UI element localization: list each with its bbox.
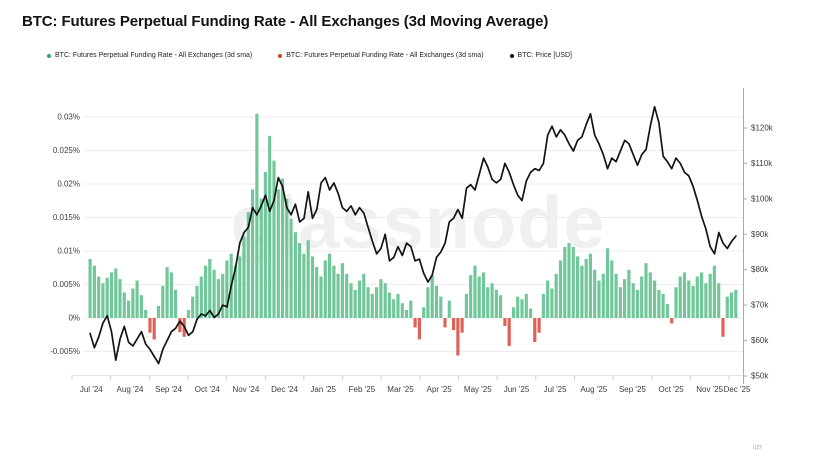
svg-text:Aug '25: Aug '25 (580, 385, 607, 394)
svg-text:Jul '24: Jul '24 (80, 385, 103, 394)
svg-text:Nov '24: Nov '24 (232, 385, 259, 394)
svg-text:0.015%: 0.015% (53, 213, 80, 222)
svg-text:Aug '24: Aug '24 (117, 385, 144, 394)
svg-text:Dec '24: Dec '24 (271, 385, 298, 394)
corner-annotation: itzr (752, 443, 763, 452)
legend-dot-green-icon (47, 53, 51, 58)
svg-text:$80k: $80k (751, 265, 769, 274)
svg-text:$70k: $70k (751, 301, 769, 310)
svg-text:0.02%: 0.02% (57, 180, 80, 189)
svg-text:0.025%: 0.025% (53, 146, 80, 155)
svg-text:Jul '25: Jul '25 (544, 385, 567, 394)
svg-text:Jan '25: Jan '25 (310, 385, 336, 394)
svg-text:$60k: $60k (751, 336, 769, 345)
svg-text:Nov '25: Nov '25 (696, 385, 723, 394)
legend-dot-black-icon (509, 53, 514, 58)
svg-text:$50k: $50k (751, 372, 769, 381)
page-title: BTC: Futures Perpetual Funding Rate - Al… (22, 13, 549, 30)
svg-text:0.005%: 0.005% (53, 280, 80, 289)
svg-text:-0.005%: -0.005% (50, 347, 80, 356)
legend-label: BTC: Price [USD] (517, 52, 572, 59)
svg-text:May '25: May '25 (464, 385, 492, 394)
legend-item-funding-positive[interactable]: BTC: Futures Perpetual Funding Rate - Al… (47, 52, 252, 59)
svg-text:0%: 0% (68, 314, 80, 323)
legend-item-price[interactable]: BTC: Price [USD] (509, 52, 572, 59)
chart-legend: BTC: Futures Perpetual Funding Rate - Al… (47, 52, 572, 59)
svg-text:Apr '25: Apr '25 (427, 385, 453, 394)
svg-text:Feb '25: Feb '25 (349, 385, 376, 394)
legend-label: BTC: Futures Perpetual Funding Rate - Al… (286, 52, 484, 59)
svg-text:0.03%: 0.03% (57, 113, 80, 122)
svg-text:$120k: $120k (751, 124, 774, 133)
svg-text:Oct '24: Oct '24 (195, 385, 221, 394)
svg-text:Dec '25: Dec '25 (724, 385, 751, 394)
svg-text:Jun '25: Jun '25 (504, 385, 530, 394)
legend-label: BTC: Futures Perpetual Funding Rate - Al… (55, 52, 253, 59)
svg-text:0.01%: 0.01% (57, 247, 80, 256)
svg-text:$90k: $90k (751, 230, 769, 239)
svg-text:$100k: $100k (751, 194, 774, 203)
legend-dot-red-icon (278, 53, 283, 58)
svg-text:Oct '25: Oct '25 (659, 385, 685, 394)
svg-text:$110k: $110k (751, 159, 773, 168)
legend-item-funding-negative[interactable]: BTC: Futures Perpetual Funding Rate - Al… (278, 52, 484, 59)
svg-text:Sep '25: Sep '25 (619, 385, 646, 394)
svg-text:Sep '24: Sep '24 (155, 385, 182, 394)
svg-text:Mar '25: Mar '25 (387, 385, 414, 394)
glassnode-watermark: glassnode (230, 181, 606, 265)
